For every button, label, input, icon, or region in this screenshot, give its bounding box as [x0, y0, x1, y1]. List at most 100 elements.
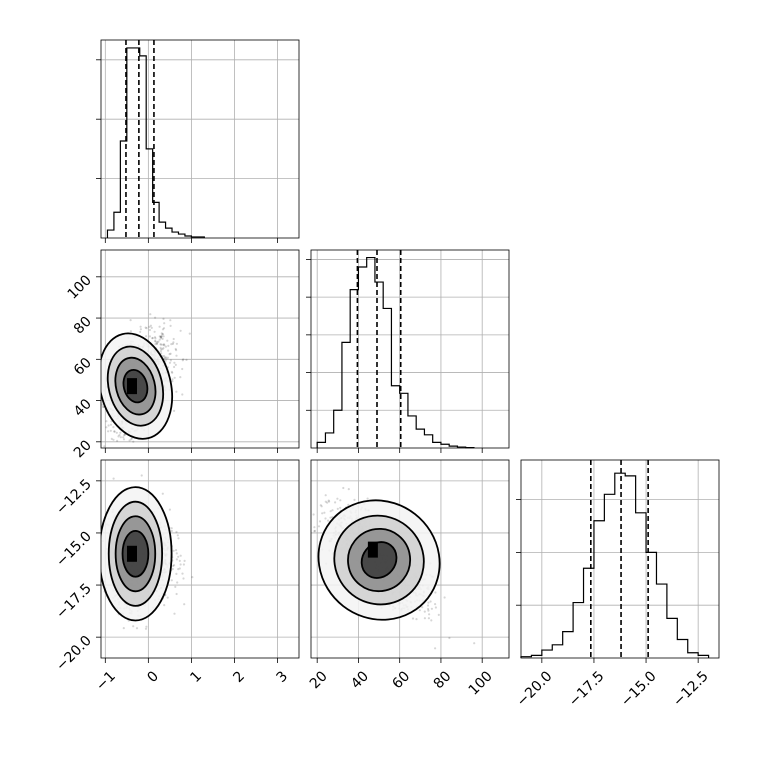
- sample-point: [158, 335, 161, 338]
- sample-point: [158, 325, 161, 328]
- density-peak: [367, 541, 378, 558]
- sample-point: [321, 512, 324, 515]
- sample-point: [132, 440, 135, 443]
- sample-point: [110, 437, 113, 440]
- sample-point: [175, 592, 178, 596]
- sample-point: [156, 342, 159, 345]
- x-tick-label: 20: [307, 668, 331, 692]
- sample-point: [437, 613, 440, 617]
- sample-point: [113, 430, 116, 433]
- sample-point: [122, 436, 125, 439]
- sample-point: [426, 604, 430, 607]
- sample-point: [430, 607, 433, 610]
- sample-point: [129, 330, 132, 333]
- sample-point: [172, 341, 175, 344]
- sample-point: [135, 627, 139, 630]
- contour-0: [122, 368, 149, 404]
- sample-point: [120, 453, 122, 455]
- sample-point: [140, 474, 143, 477]
- sample-point: [144, 326, 147, 329]
- sample-point: [173, 361, 176, 364]
- sample-point: [102, 405, 105, 409]
- sample-point: [159, 350, 162, 353]
- sample-point: [139, 328, 142, 331]
- sample-point: [171, 380, 174, 383]
- y-tick-label: 60: [71, 355, 95, 379]
- sample-point: [176, 581, 179, 584]
- panel-frame: [100, 249, 300, 449]
- contour-0: [121, 529, 150, 578]
- sample-point: [163, 322, 166, 325]
- sample-point: [182, 563, 185, 566]
- sample-point: [164, 356, 167, 359]
- sample-point: [148, 335, 151, 338]
- sample-point: [160, 335, 163, 338]
- sample-point: [339, 506, 342, 509]
- sample-point: [163, 604, 166, 607]
- sample-point: [177, 568, 180, 571]
- sample-point: [429, 600, 432, 603]
- sample-point: [175, 549, 178, 552]
- sample-point: [418, 609, 421, 612]
- sample-point: [324, 500, 327, 503]
- x-tick-label: 40: [348, 668, 372, 692]
- sample-point: [109, 423, 113, 426]
- sample-point: [154, 337, 157, 340]
- sample-point: [156, 341, 159, 344]
- sample-point: [174, 347, 177, 351]
- sample-point: [161, 348, 164, 351]
- sample-point: [173, 564, 176, 567]
- sample-point: [320, 505, 323, 508]
- sample-point: [122, 438, 126, 441]
- sample-point: [336, 497, 339, 500]
- sample-point: [112, 426, 115, 429]
- sample-point: [119, 431, 122, 434]
- sample-point: [317, 525, 321, 528]
- sample-point: [160, 343, 163, 346]
- sample-point: [132, 625, 135, 628]
- sample-point: [164, 345, 167, 348]
- sample-point: [448, 636, 451, 640]
- sample-point: [166, 356, 169, 359]
- sample-point: [182, 577, 185, 580]
- y-tick-label: −20.0: [53, 633, 95, 675]
- sample-point: [313, 526, 316, 529]
- y-tick-label: −15.0: [53, 528, 95, 570]
- sample-point: [168, 361, 172, 364]
- sample-point: [366, 497, 369, 500]
- sample-point: [183, 559, 186, 563]
- sample-point: [119, 452, 121, 454]
- sample-point: [313, 529, 316, 533]
- sample-point: [336, 507, 339, 510]
- x-tick-label: 1: [187, 668, 205, 686]
- sample-point: [157, 340, 160, 343]
- sample-point: [423, 610, 426, 613]
- sample-point: [145, 625, 148, 628]
- sample-point: [171, 378, 174, 381]
- y-tick-label: −12.5: [53, 476, 95, 518]
- sample-point: [172, 337, 175, 341]
- sample-point: [169, 359, 172, 362]
- sample-point: [177, 555, 180, 558]
- sample-point: [175, 552, 178, 555]
- sample-point: [181, 359, 184, 362]
- sample-point: [323, 511, 326, 514]
- sample-point: [161, 328, 165, 331]
- sample-point: [115, 431, 118, 434]
- sample-point: [175, 572, 178, 576]
- sample-point: [162, 343, 165, 346]
- sample-point: [161, 333, 165, 336]
- panel-frame: [310, 459, 510, 659]
- sample-point: [164, 359, 167, 362]
- sample-point: [166, 596, 169, 599]
- y-tick-label: 40: [71, 396, 95, 420]
- sample-point: [160, 332, 163, 335]
- sample-point: [181, 393, 184, 396]
- sample-point: [122, 627, 125, 630]
- sample-point: [159, 343, 162, 346]
- sample-point: [427, 601, 430, 604]
- sample-point: [151, 337, 154, 340]
- x-tick-label: 0: [144, 668, 162, 686]
- sample-point: [175, 349, 178, 352]
- sample-point: [170, 527, 173, 530]
